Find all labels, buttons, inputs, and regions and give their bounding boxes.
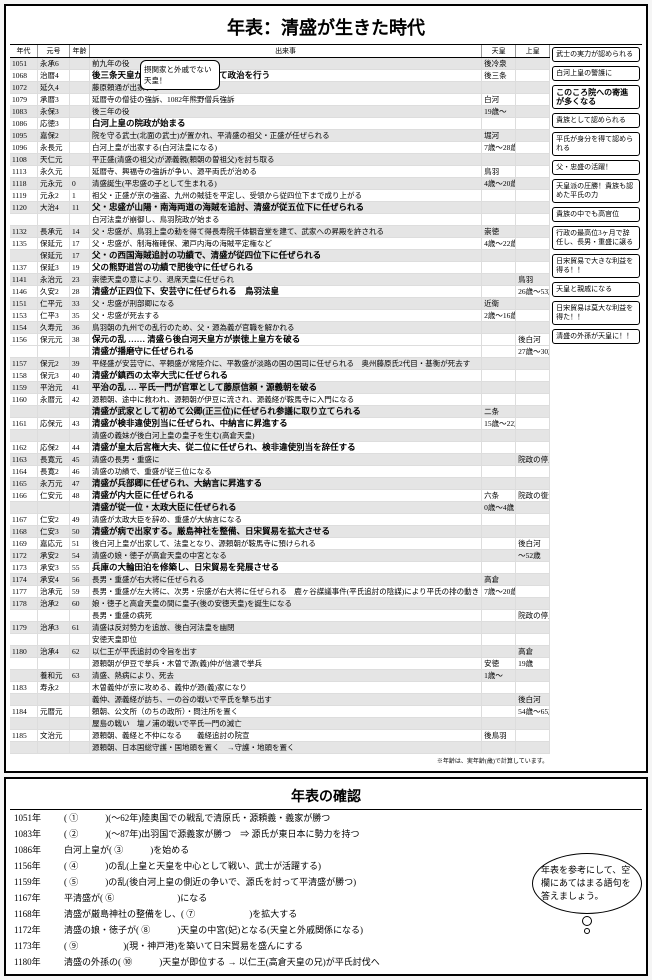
table-row: 1135保延元17父・忠盛が、制海権確保、瀬戸内海の海賊平定権など4歳〜22歳	[10, 238, 550, 250]
side-note: 武士の実力が認められる	[552, 47, 640, 62]
table-row: 1146久安228清盛が正四位下、安芸守に任ぜられる 鳥羽法皇26歳〜53歳	[10, 286, 550, 298]
table-row: 1132長承元14父・忠盛が、鳥羽上皇の勅を得て得長寿院千体観音堂を建て、武家へ…	[10, 226, 550, 238]
timeline-table: 年代 元号 年齢 出来事 天皇 上皇 摂関家と外戚でない天皇！ 1051永承6前…	[10, 45, 642, 767]
h-year: 年代	[10, 45, 38, 57]
confirm-row: 1051年( ① )(〜62年)陸奥国での戦乱で清原氏・源頼義・義家が勝つ	[10, 810, 642, 826]
bubble-icon	[584, 928, 590, 934]
side-note: 父・忠盛の活躍！	[552, 160, 640, 175]
table-row: 1154久寿元36鳥羽朝の九州での乱行のため、父・源為義が官職を解かれる	[10, 322, 550, 334]
confirm-title: 年表の確認	[10, 783, 642, 810]
side-note: 行政の最高位3ヶ月で辞任し、長男・重盛に譲る	[552, 226, 640, 250]
side-note: 天皇と親戚になる	[552, 282, 640, 297]
table-row: 1160永暦元42源頼朝、途中に救われ、源頼朝が伊豆に流され、源義経が鞍馬寺に入…	[10, 394, 550, 406]
side-note: 貴族の中でも高官位	[552, 207, 640, 222]
table-row: 養和元63清盛、熱病により、死去1歳〜	[10, 670, 550, 682]
side-note: 天皇派の圧勝！貴族も認めた平氏の力	[552, 179, 640, 203]
table-row: 1108天仁元平正盛(清盛の祖父)が源義親(頼朝の曽祖父)を討ち取る	[10, 154, 550, 166]
table-row: 1153仁平335父・忠盛が死去する2歳〜16歳	[10, 310, 550, 322]
confirm-row: 1083年( ② )(〜87年)出羽国で源義家が勝つ ⇒ 源氏が東日本に勢力を持…	[10, 826, 642, 842]
table-row: 長男・重盛の病死院政の停止	[10, 610, 550, 622]
table-row: 1169嘉応元51後白河上皇が出家して、法皇となり、源頼朝が鞍馬寺に預けられる後…	[10, 538, 550, 550]
page-title: 年表：清盛が生きた時代	[10, 10, 642, 45]
table-row: 1178治承260娘・徳子と高倉天皇の間に皇子(後の安徳天皇)を誕生になる	[10, 598, 550, 610]
table-row: 1079承暦3延暦寺の僧徒の強訴、1082年熊野僧兵強訴白河	[10, 94, 550, 106]
table-row: 1113永久元延暦寺、興福寺の強訴が争い、源平両氏が治める鳥羽	[10, 166, 550, 178]
table-row: 清盛の義妹が後白河上皇の皇子を生む(高倉天皇)	[10, 430, 550, 442]
table-row: 1179治承361清盛は反対勢力を追放、後白河法皇を幽閉	[10, 622, 550, 634]
table-row: 1161応保元43清盛が検非違使別当に任ぜられ、中納言に昇進する15歳〜22歳	[10, 418, 550, 430]
table-row: 1184元暦元頼朝、公文所（のちの政所）・問注所を置く54歳〜65歳	[10, 706, 550, 718]
table-row: 1120大治411父・忠盛が山陽・南海両道の海賊を追討、清盛が従五位下に任ぜられ…	[10, 202, 550, 214]
table-row: 1172承安254清盛の娘・徳子が高倉天皇の中宮となる〜52歳	[10, 550, 550, 562]
table-row: 1137保延319父の熊野道営の功績で肥後守に任ぜられる	[10, 262, 550, 274]
table-row: 白河法皇が崩御し、鳥羽院政が始まる	[10, 214, 550, 226]
table-row: 1164長寛246清盛の功績で、重盛が従三位になる	[10, 466, 550, 478]
table-row: 1183寿永2木曽義仲が京に攻める、義仲が源(義)家になり	[10, 682, 550, 694]
table-row: 1166仁安元48清盛が内大臣に任ぜられる六条院政の復活	[10, 490, 550, 502]
table-row: 清盛が武家として初めて公卿(正三位)に任ぜられ参議に取り立てられる二条	[10, 406, 550, 418]
table-row: 1174承安456長男・重盛が右大将に任ぜられる高倉	[10, 574, 550, 586]
table-row: 1173承安355兵庫の大輪田泊を修築し、日宋貿易を発展させる	[10, 562, 550, 574]
side-note: 貴族として認められる	[552, 113, 640, 128]
table-row: 1156保元元38保元の乱 …… 清盛ら後白河天皇方が崇徳上皇方を破る後白河	[10, 334, 550, 346]
table-row: 清盛が従一位・太政大臣に任ぜられる0歳〜4歳	[10, 502, 550, 514]
confirm-row: 1173年( ⑨ )(現・神戸港)を築いて日宋貿易を盛んにする	[10, 938, 642, 954]
table-row: 1151仁平元33父・忠盛が刑部卿になる近衛	[10, 298, 550, 310]
table-row: 保延元17父・の西国海賊追討の功績で、清盛が従四位下に任ぜられる	[10, 250, 550, 262]
table-row: 1119元永21祖父・正盛が京の強盗、九州の賊徒を平定し、受領から従四位下まで成…	[10, 190, 550, 202]
table-row: 1165永万元47清盛が兵部卿に任ぜられ、大納言に昇進する	[10, 478, 550, 490]
table-row: 1051永承6前九年の役後冷泉	[10, 58, 550, 70]
cloud-text: 年表を参考にして、空欄にあてはまる語句を答えましょう。	[532, 853, 642, 914]
table-row: 1163長寛元45清盛の長男・重盛に院政の停止	[10, 454, 550, 466]
table-row: 屋島の戦い 壇ノ浦の戦いで平氏一門の滅亡	[10, 718, 550, 730]
table-row: 1096永長元白河上皇が出家する(白河法皇になる)7歳〜28歳	[10, 142, 550, 154]
side-note: このころ院への寄進が多くなる	[552, 85, 640, 109]
side-note: 日宋貿易で大きな利益を得る！！	[552, 254, 640, 278]
h-era: 元号	[38, 45, 70, 57]
side-note: 日宋貿易は莫大な利益を得た！！	[552, 301, 640, 325]
h-event: 出来事	[90, 45, 482, 57]
table-row: 安徳天皇即位	[10, 634, 550, 646]
side-note: 清盛の外孫が天皇に！！	[552, 329, 640, 344]
table-row: 源頼朝が伊豆で挙兵・木曽で源(義)仲が信濃で挙兵安徳19歳	[10, 658, 550, 670]
table-row: 1162応保244清盛が皇太后宮権大夫、従二位に任ぜられ、検非違使別当を辞任する	[10, 442, 550, 454]
table-row: 1177治承元59長男・重盛が左大将に、次男・宗盛が右大将に任ぜられる 鹿ヶ谷謀…	[10, 586, 550, 598]
table-header: 年代 元号 年齢 出来事 天皇 上皇	[10, 45, 550, 58]
table-row: 1185文治元源頼朝、義経と不仲になる 義経追討の院宣 後鳥羽	[10, 730, 550, 742]
table-row: 1167仁安249清盛が太政大臣を辞め、重盛が大納言になる	[10, 514, 550, 526]
bubble-icon	[582, 916, 592, 926]
table-row: 1158保元340清盛が鎮西の太宰大弐に任ぜられる	[10, 370, 550, 382]
callout-box: 摂関家と外戚でない天皇！	[140, 60, 220, 90]
table-row: 1086応徳3白河上皇の院政が始まる	[10, 118, 550, 130]
table-row: 1083永保3後三年の役19歳〜	[10, 106, 550, 118]
table-row: 源頼朝、日本国総守護・国地頭を置く →守護・地頭を置く	[10, 742, 550, 754]
cloud-callout: 年表を参考にして、空欄にあてはまる語句を答えましょう。	[532, 853, 642, 936]
table-row: 1157保元239平経盛が安芸守に、平頼盛が常陸介に、平教盛が淡路の国の国司に任…	[10, 358, 550, 370]
side-notes: 武士の実力が認められる白河上皇の警護にこのころ院への寄進が多くなる貴族として認め…	[550, 45, 642, 767]
table-row: 1095嘉保2院を守る武士(北面の武士)が置かれ、平清盛の祖父・正盛が任ぜられる…	[10, 130, 550, 142]
h-tenno: 天皇	[482, 45, 516, 57]
table-row: 1118元永元0清盛誕生(平忠盛の子として生まれる)4歳〜20歳	[10, 178, 550, 190]
table-row: 1068治暦4後三条天皇が摂政・関白をおさえて政治を行う後三条	[10, 70, 550, 82]
h-age: 年齢	[70, 45, 90, 57]
table-row: 1168仁安350清盛が病で出家する。厳島神社を整備、日宋貿易を拡大させる	[10, 526, 550, 538]
table-row: 義仲、源義経が訪ち、一の谷の戦いで平氏を撃ち出す後白河	[10, 694, 550, 706]
confirm-row: 1180年清盛の外孫の( ⑩ )天皇が即位する → 以仁王(高倉天皇の兄)が平氏…	[10, 954, 642, 970]
side-note: 白河上皇の警護に	[552, 66, 640, 81]
side-note: 平氏が身分を得て認められる	[552, 132, 640, 156]
footnote: ※年齢は、実年齢(歳)で計算しています。	[10, 754, 550, 767]
table-row: 1159平治元41平治の乱 … 平氏一門が官軍として藤原信頼・源義朝を破る	[10, 382, 550, 394]
table-row: 1141永治元23崇徳天皇の意により、退席天皇に任ぜられ鳥羽	[10, 274, 550, 286]
h-jokou: 上皇	[516, 45, 550, 57]
table-row: 1180治承462以仁王が平氏追討の令旨を出す高倉	[10, 646, 550, 658]
table-row: 1072延久4藤原頼通が出家する	[10, 82, 550, 94]
table-row: 清盛が播磨守に任ぜられる27歳〜30歳	[10, 346, 550, 358]
